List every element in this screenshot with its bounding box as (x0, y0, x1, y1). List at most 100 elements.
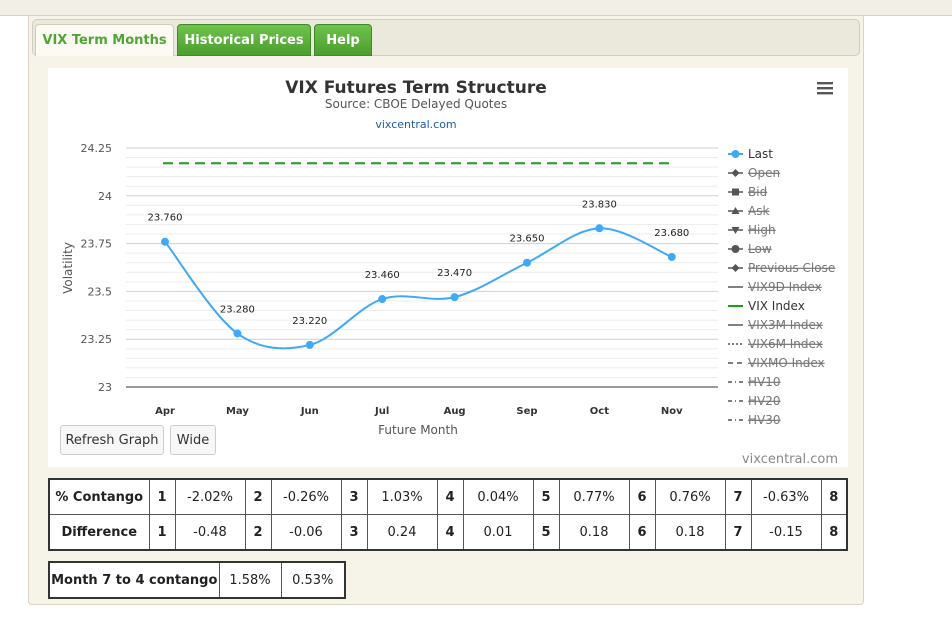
cell-value: 1.03% (366, 478, 438, 515)
month-index: 1 (148, 478, 176, 515)
x-tick-label: Aug (444, 406, 466, 417)
legend-item[interactable]: VIX9D Index (728, 280, 822, 294)
cell-value: 0.76% (654, 478, 726, 515)
y-tick-label: 23.5 (88, 285, 113, 298)
month-index: 2 (244, 514, 272, 551)
legend-label: Ask (748, 204, 769, 218)
cell-value: -0.06 (270, 514, 342, 551)
x-tick-label: Oct (590, 406, 609, 417)
month-index: 4 (436, 514, 464, 551)
table-row: Difference 1 -0.48 2 -0.06 3 0.24 4 0.01 5 0.18 6 0.… (48, 514, 848, 551)
data-point[interactable] (378, 295, 387, 304)
tab-historical-prices[interactable]: Historical Prices (177, 24, 311, 56)
y-axis-label: Volatility (61, 242, 75, 294)
month-index: 5 (532, 478, 560, 515)
y-tick-label: 23 (98, 381, 112, 394)
x-tick-label: Jun (300, 406, 319, 417)
chart-subtitle: Source: CBOE Delayed Quotes (325, 97, 507, 111)
legend-item[interactable]: High (728, 223, 776, 237)
data-label: 23.220 (292, 316, 327, 327)
data-label: 23.680 (654, 228, 689, 239)
legend-item[interactable]: Last (728, 147, 773, 161)
x-axis-label: Future Month (378, 423, 458, 437)
data-point[interactable] (233, 329, 242, 338)
legend-label: Last (748, 147, 773, 161)
legend-item[interactable]: Ask (728, 204, 769, 218)
table-row: % Contango 1 -2.02% 2 -0.26% 3 1.03% 4 0.04% 5 0.7… (48, 478, 848, 515)
data-label: 23.650 (510, 234, 545, 245)
y-tick-label: 23.25 (81, 333, 113, 346)
legend-item[interactable]: VIX6M Index (728, 337, 823, 351)
hamburger-menu-icon[interactable] (816, 81, 834, 95)
cell-value: -0.48 (174, 514, 246, 551)
month-7-to-4-table: Month 7 to 4 contango 1.58% 0.53% (48, 561, 346, 599)
data-point[interactable] (667, 252, 676, 261)
cell-value: 0.24 (366, 514, 438, 551)
data-label: 23.470 (437, 268, 472, 279)
legend-label: HV20 (748, 394, 781, 408)
chart-title: VIX Futures Term Structure (285, 78, 547, 98)
y-axis-ticks: 23 23.25 23.5 23.75 24 24.25 (81, 142, 113, 394)
month-index: 5 (532, 514, 560, 551)
x-axis-ticks: Apr May Jun Jul Aug Sep Oct Nov (155, 406, 683, 417)
data-point[interactable] (595, 224, 604, 233)
cell-value: 0.18 (654, 514, 726, 551)
month-index: 4 (436, 478, 464, 515)
term-structure-chart: 23 23.25 23.5 23.75 24 24.25 Apr May Jun Jul Aug S… (61, 78, 838, 467)
data-label: 23.830 (582, 199, 617, 210)
top-bar (0, 0, 952, 16)
legend-item[interactable]: HV20 (728, 394, 781, 408)
month-index: 8 (820, 478, 848, 515)
tab-vix-term-months[interactable]: VIX Term Months (35, 24, 174, 56)
legend-item[interactable]: HV30 (728, 413, 781, 427)
legend-label: Bid (748, 185, 767, 199)
cell-value: -2.02% (174, 478, 246, 515)
legend-item[interactable]: HV10 (728, 375, 781, 389)
grid-lines (126, 147, 718, 388)
cell-value: -0.63% (750, 478, 822, 515)
month-index: 7 (724, 514, 752, 551)
x-tick-label: Apr (155, 406, 175, 417)
legend-label: Previous Close (748, 261, 835, 275)
legend-label: VIX6M Index (748, 337, 823, 351)
data-point[interactable] (161, 237, 169, 246)
legend-item[interactable]: VIXMO Index (728, 356, 825, 370)
month-7-to-4-value-1: 1.58% (218, 561, 282, 599)
refresh-graph-button[interactable]: Refresh Graph (60, 425, 164, 455)
cell-value: -0.15 (750, 514, 822, 551)
legend-label: VIXMO Index (748, 356, 825, 370)
wide-button[interactable]: Wide (170, 425, 216, 455)
legend-item[interactable]: Previous Close (728, 261, 835, 275)
legend-item[interactable]: Low (728, 242, 772, 256)
month-index: 2 (244, 478, 272, 515)
data-point[interactable] (523, 258, 531, 267)
legend: Last Open Bid Ask High Low Previous Close VIX9D… (728, 147, 835, 427)
month-7-to-4-label: Month 7 to 4 contango (48, 561, 220, 599)
legend-item[interactable]: Bid (728, 185, 767, 199)
x-tick-label: Jul (374, 406, 389, 417)
x-tick-label: May (226, 406, 249, 417)
y-tick-label: 24 (98, 190, 112, 203)
legend-label: Low (748, 242, 772, 256)
chart-credit-bottom: vixcentral.com (742, 452, 838, 467)
data-point[interactable] (305, 340, 314, 349)
last-series-points (161, 224, 676, 349)
row-label: Difference (48, 514, 150, 551)
cell-value: 0.18 (558, 514, 630, 551)
data-label: 23.280 (220, 304, 255, 315)
tab-help[interactable]: Help (314, 24, 372, 56)
x-tick-label: Sep (516, 406, 537, 417)
month-index: 1 (148, 514, 176, 551)
chart-container: 23 23.25 23.5 23.75 24 24.25 Apr May Jun Jul Aug S… (48, 68, 848, 467)
data-label: 23.460 (365, 270, 400, 281)
legend-item[interactable]: VIX3M Index (728, 318, 823, 332)
contango-table: % Contango 1 -2.02% 2 -0.26% 3 1.03% 4 0.04% 5 0.7… (48, 478, 848, 551)
last-series-line (164, 227, 673, 350)
legend-item[interactable]: Open (728, 166, 780, 180)
data-labels: 23.760 23.280 23.220 23.460 23.470 23.650 23.8… (148, 199, 690, 327)
month-index: 8 (820, 514, 848, 551)
legend-item[interactable]: VIX Index (728, 299, 805, 313)
data-point[interactable] (450, 293, 459, 302)
legend-label: HV30 (748, 413, 781, 427)
cell-value: 0.01 (462, 514, 534, 551)
